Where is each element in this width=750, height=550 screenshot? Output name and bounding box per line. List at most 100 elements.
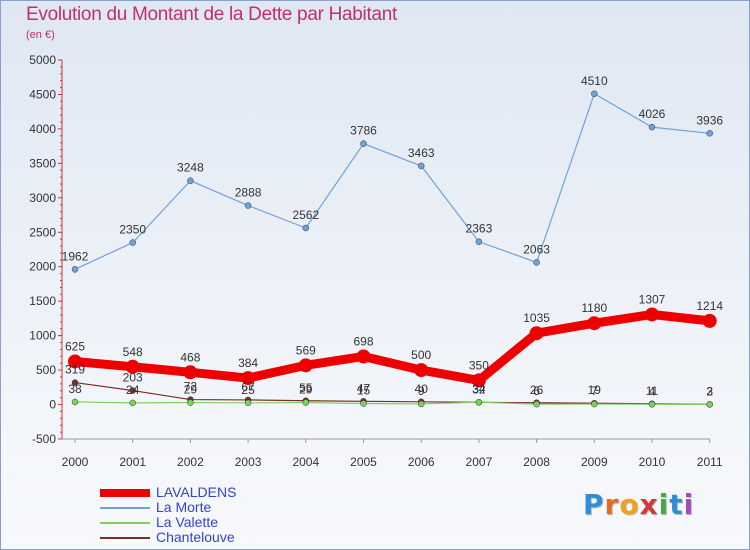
- x-tick-label: 2010: [639, 455, 666, 469]
- data-point: [360, 140, 367, 147]
- data-point: [417, 162, 425, 170]
- x-tick-label: 2008: [523, 455, 550, 469]
- logo-letter: x: [639, 488, 659, 521]
- data-label: 1180: [581, 301, 607, 315]
- data-point: [648, 401, 656, 408]
- data-label: 26: [530, 383, 544, 397]
- data-point: [591, 90, 598, 98]
- chart-title: Evolution du Montant de la Dette par Hab…: [26, 4, 397, 25]
- legend-swatch: [100, 489, 150, 497]
- data-label: 1035: [523, 311, 550, 325]
- logo-letter: P: [583, 488, 605, 521]
- legend-swatch: [100, 507, 150, 509]
- data-label: 38: [68, 382, 82, 396]
- x-tick-label: 2001: [119, 455, 146, 469]
- legend-label: La Valette: [156, 514, 219, 530]
- y-tick-label: 1500: [29, 294, 56, 308]
- series-line-lavaldens: [70, 309, 715, 385]
- data-label: 32: [472, 382, 486, 396]
- data-label: 2063: [523, 242, 550, 256]
- data-label: 319: [65, 363, 85, 377]
- x-tick-label: 2009: [581, 455, 608, 469]
- x-tick-label: 2011: [697, 455, 723, 469]
- x-tick-label: 2002: [177, 455, 204, 469]
- data-point: [244, 202, 252, 209]
- x-tick-label: 2007: [466, 455, 493, 469]
- data-label: 24: [126, 383, 140, 397]
- logo-letter: i: [683, 488, 695, 521]
- data-label: 3463: [408, 146, 435, 160]
- data-point: [417, 400, 425, 408]
- data-label: 2888: [235, 186, 262, 200]
- data-label: 72: [184, 380, 198, 394]
- data-label: 3248: [177, 161, 204, 175]
- data-point: [71, 379, 79, 386]
- data-label: 55: [299, 381, 313, 395]
- data-label: 1962: [62, 249, 89, 263]
- data-label: 1307: [639, 292, 666, 306]
- x-tick-label: 2005: [350, 455, 377, 469]
- data-label: 11: [646, 384, 659, 398]
- data-point: [360, 400, 367, 407]
- chart-subtitle: (en €): [26, 29, 55, 41]
- data-point: [471, 373, 486, 388]
- legend-swatch: [100, 522, 150, 524]
- data-label: 9: [418, 384, 425, 398]
- data-point: [356, 349, 371, 364]
- data-label: 29: [299, 383, 313, 397]
- data-point: [125, 359, 140, 374]
- y-tick-label: 2000: [29, 260, 56, 274]
- y-tick-label: 0: [49, 398, 56, 412]
- data-point: [587, 316, 602, 331]
- data-point: [129, 399, 136, 407]
- data-label: 2350: [119, 223, 146, 237]
- data-label: 500: [411, 348, 431, 362]
- data-point: [244, 399, 252, 407]
- logo-letter: t: [669, 488, 684, 521]
- data-label: 40: [415, 382, 429, 396]
- data-label: 15: [357, 384, 371, 398]
- legend-label: Chantelouve: [156, 529, 235, 545]
- data-point: [591, 400, 598, 408]
- y-tick-label: 4000: [29, 122, 56, 136]
- data-label: 3: [706, 384, 713, 398]
- data-point: [68, 354, 82, 369]
- data-label: 4026: [639, 107, 666, 121]
- data-point: [298, 358, 313, 373]
- series-line-la-morte: [74, 93, 711, 270]
- data-point: [129, 387, 136, 394]
- data-point: [241, 371, 256, 386]
- data-label: 569: [296, 343, 316, 357]
- data-label: 25: [241, 383, 255, 397]
- logo-letter: o: [619, 488, 640, 521]
- data-label: 3936: [696, 113, 723, 127]
- logo-letter: r: [604, 488, 620, 521]
- data-point: [533, 259, 540, 266]
- data-label: 1214: [696, 299, 723, 313]
- proxiti-logo: Proxiti: [583, 488, 694, 521]
- data-point: [187, 399, 194, 406]
- logo-letter: i: [658, 488, 670, 521]
- data-point: [414, 363, 429, 378]
- data-label: 548: [123, 345, 143, 359]
- data-point: [706, 401, 713, 408]
- x-tick-label: 2000: [62, 455, 89, 469]
- data-point: [71, 398, 79, 406]
- data-label: 2363: [466, 222, 493, 236]
- y-tick-label: 3500: [29, 156, 56, 170]
- data-label: 4510: [581, 74, 608, 88]
- series-line-chantelouve: [74, 381, 711, 405]
- series-line-la-valette: [74, 401, 711, 406]
- data-label: 7: [591, 384, 598, 398]
- data-label: 2562: [292, 208, 319, 222]
- data-label: 468: [180, 350, 200, 364]
- x-tick-label: 2004: [292, 455, 319, 469]
- data-label: 47: [357, 381, 371, 395]
- data-point: [645, 307, 659, 322]
- data-label: 34: [472, 382, 486, 396]
- data-label: 203: [123, 371, 143, 385]
- data-point: [702, 313, 717, 328]
- data-label: 698: [353, 334, 373, 348]
